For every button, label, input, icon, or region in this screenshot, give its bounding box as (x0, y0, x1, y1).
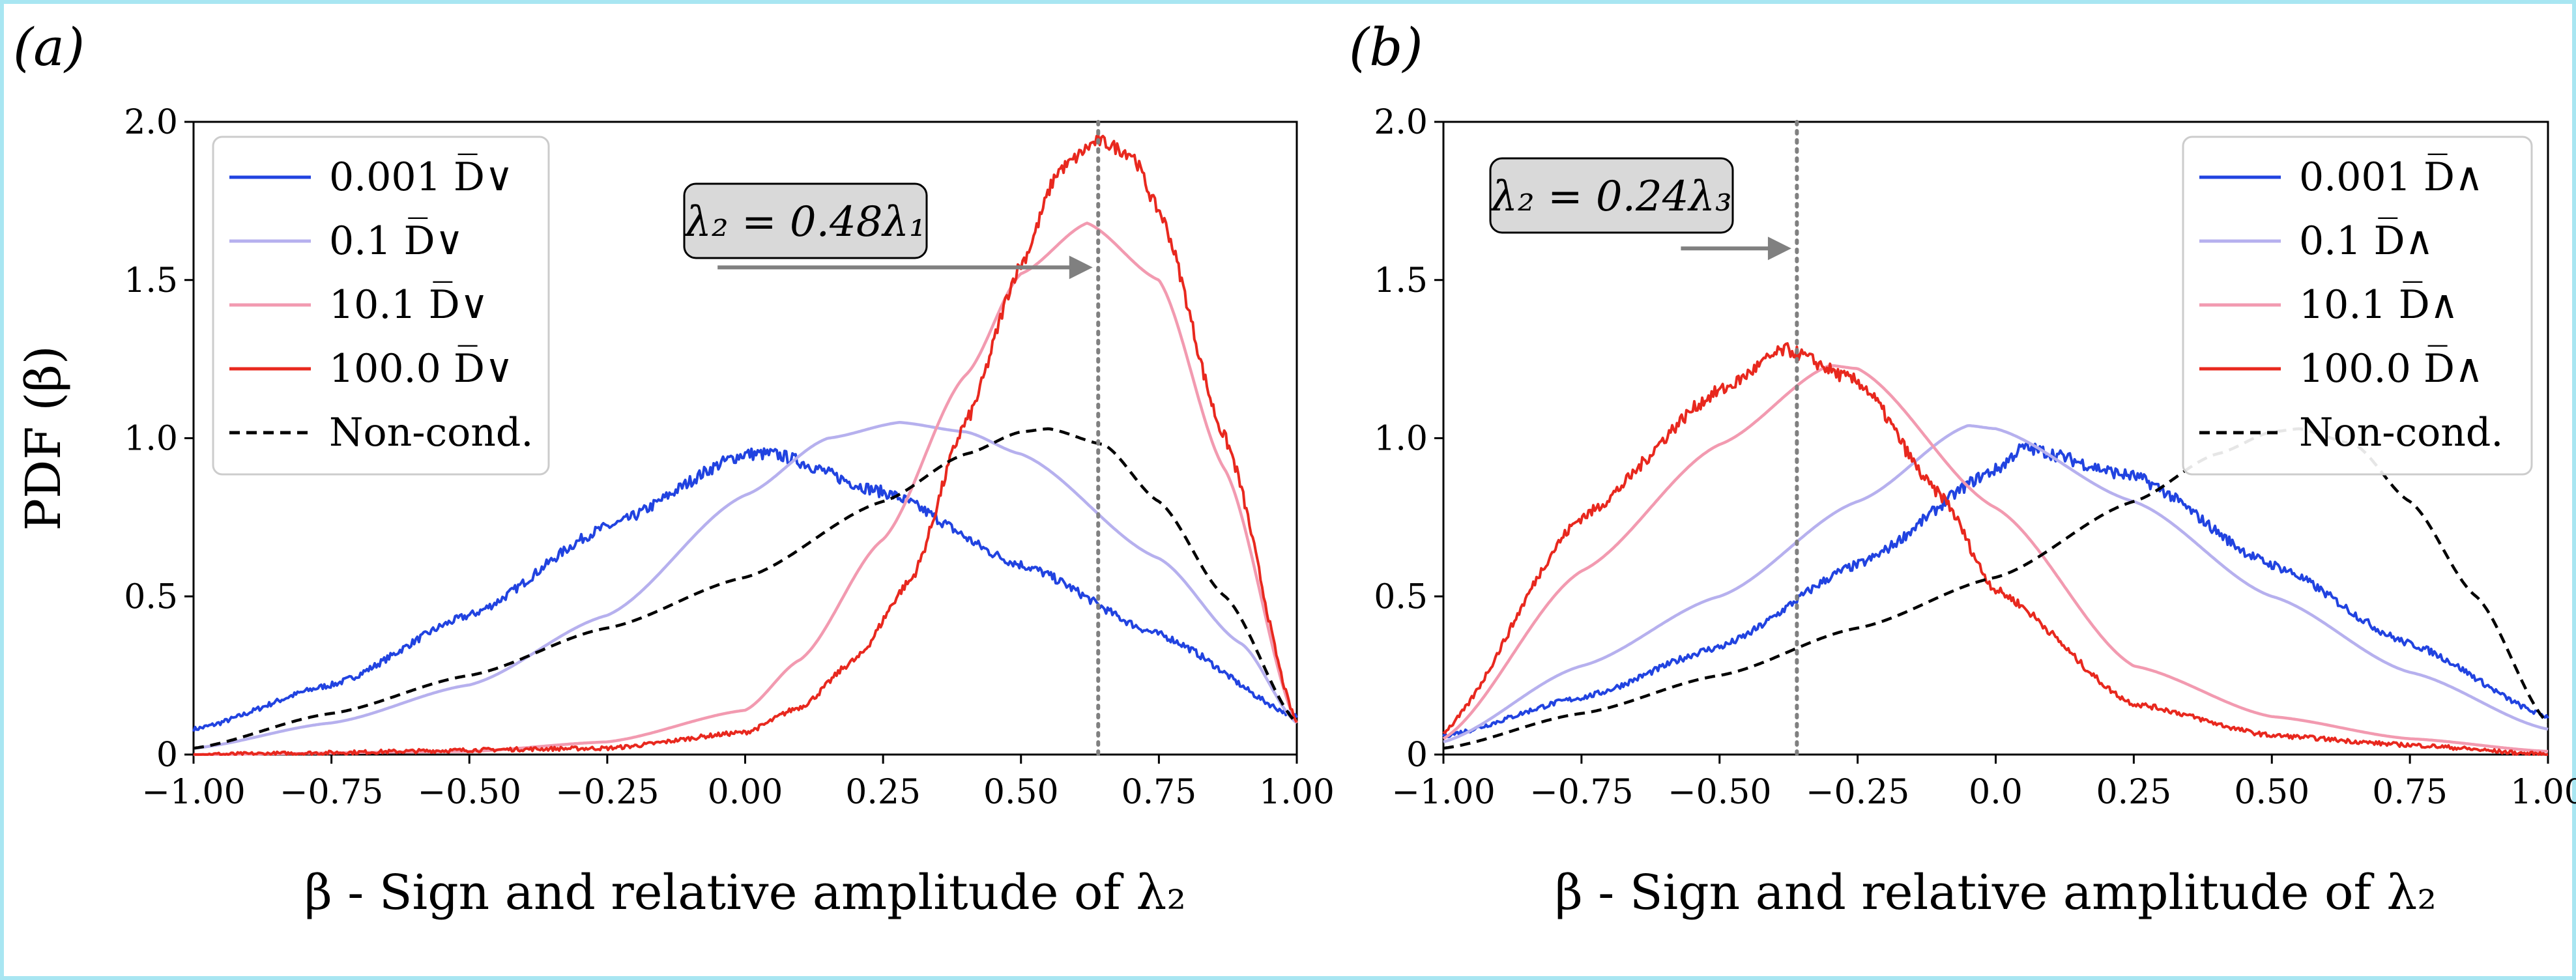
series-line-3 (193, 133, 1298, 756)
series-line-0 (192, 447, 1298, 732)
legend-label: 0.1 D̅∨ (329, 217, 464, 264)
x-tick-label: 1.00 (2510, 773, 2576, 812)
series-line-1 (1443, 424, 2549, 743)
x-tick-label: −0.25 (1806, 773, 1909, 812)
y-axis-label: PDF (β) (16, 345, 72, 531)
y-tick-label: 1.5 (1374, 261, 1428, 300)
x-tick-label: −0.50 (418, 773, 521, 812)
legend-label: 100.0 D̅∨ (329, 345, 514, 392)
y-tick-label: 1.0 (124, 420, 178, 459)
y-tick-label: 2.0 (1374, 103, 1428, 142)
x-tick-label: 0.25 (845, 773, 921, 812)
y-tick-label: 0 (1406, 736, 1428, 775)
legend-label: Non-cond. (2299, 410, 2503, 455)
x-tick-label: 0.75 (2372, 773, 2448, 812)
series-line-2 (1442, 364, 2549, 753)
x-axis-label: β - Sign and relative amplitude of λ₂ (1555, 865, 2437, 921)
y-tick-label: 1.0 (1374, 420, 1428, 459)
y-tick-label: 0.5 (1374, 577, 1428, 616)
y-tick-label: 1.5 (124, 261, 178, 300)
panel-label: (b) (1349, 17, 1423, 78)
legend-label: Non-cond. (329, 410, 533, 455)
legend-label: 0.001 D̅∨ (329, 153, 514, 200)
x-tick-label: 0.50 (2234, 773, 2309, 812)
y-tick-label: 2.0 (124, 103, 178, 142)
x-tick-label: 0.00 (708, 773, 783, 812)
y-tick-label: 0 (156, 736, 178, 775)
annotation-text: λ₂ = 0.48λ₁ (683, 198, 925, 246)
legend-label: 100.0 D̅∧ (2299, 345, 2483, 392)
annotation-box (683, 182, 928, 259)
annotation-arrow-head (1069, 255, 1093, 280)
x-tick-label: 0.50 (983, 773, 1059, 812)
y-tick-label: 0.5 (124, 577, 178, 616)
x-tick-label: −0.75 (280, 773, 383, 812)
legend-label: 10.1 D̅∧ (2299, 281, 2459, 328)
x-tick-label: 0.0 (1969, 773, 2023, 812)
x-tick-label: −0.25 (555, 773, 659, 812)
series-line-0 (1442, 442, 2549, 738)
panel-b: (b)−1.00 −0.75 −0.50 −0.25 0.0 0.25 0.50 0.75 1.… (1349, 17, 2576, 921)
panel-label: (a) (13, 17, 85, 78)
legend-label: 0.001 D̅∧ (2299, 153, 2483, 200)
x-tick-label: −1.00 (141, 773, 245, 812)
legend-box (212, 136, 550, 476)
panel-a: (a)−1.00 −0.75 −0.50 −0.25 0.00 0.25 0.50 0.75 1… (13, 17, 1335, 921)
legend-box (2182, 136, 2533, 476)
x-tick-label: 0.75 (1121, 773, 1196, 812)
x-axis-label: β - Sign and relative amplitude of λ₂ (304, 865, 1186, 921)
x-tick-label: −1.00 (1391, 773, 1495, 812)
legend-label: 10.1 D̅∨ (329, 281, 489, 328)
x-tick-label: −0.50 (1668, 773, 1771, 812)
x-tick-label: 1.00 (1259, 773, 1335, 812)
x-tick-label: 0.25 (2096, 773, 2171, 812)
annotation-text: λ₂ = 0.24λ₃ (1489, 173, 1731, 221)
series-line-1 (193, 420, 1298, 750)
x-tick-label: −0.75 (1529, 773, 1633, 812)
series-line-3 (1442, 342, 2548, 756)
annotation-arrow-head (1767, 237, 1791, 261)
series-line-4 (193, 427, 1298, 750)
annotation-box (1489, 157, 1734, 234)
legend-label: 0.1 D̅∧ (2299, 217, 2434, 264)
